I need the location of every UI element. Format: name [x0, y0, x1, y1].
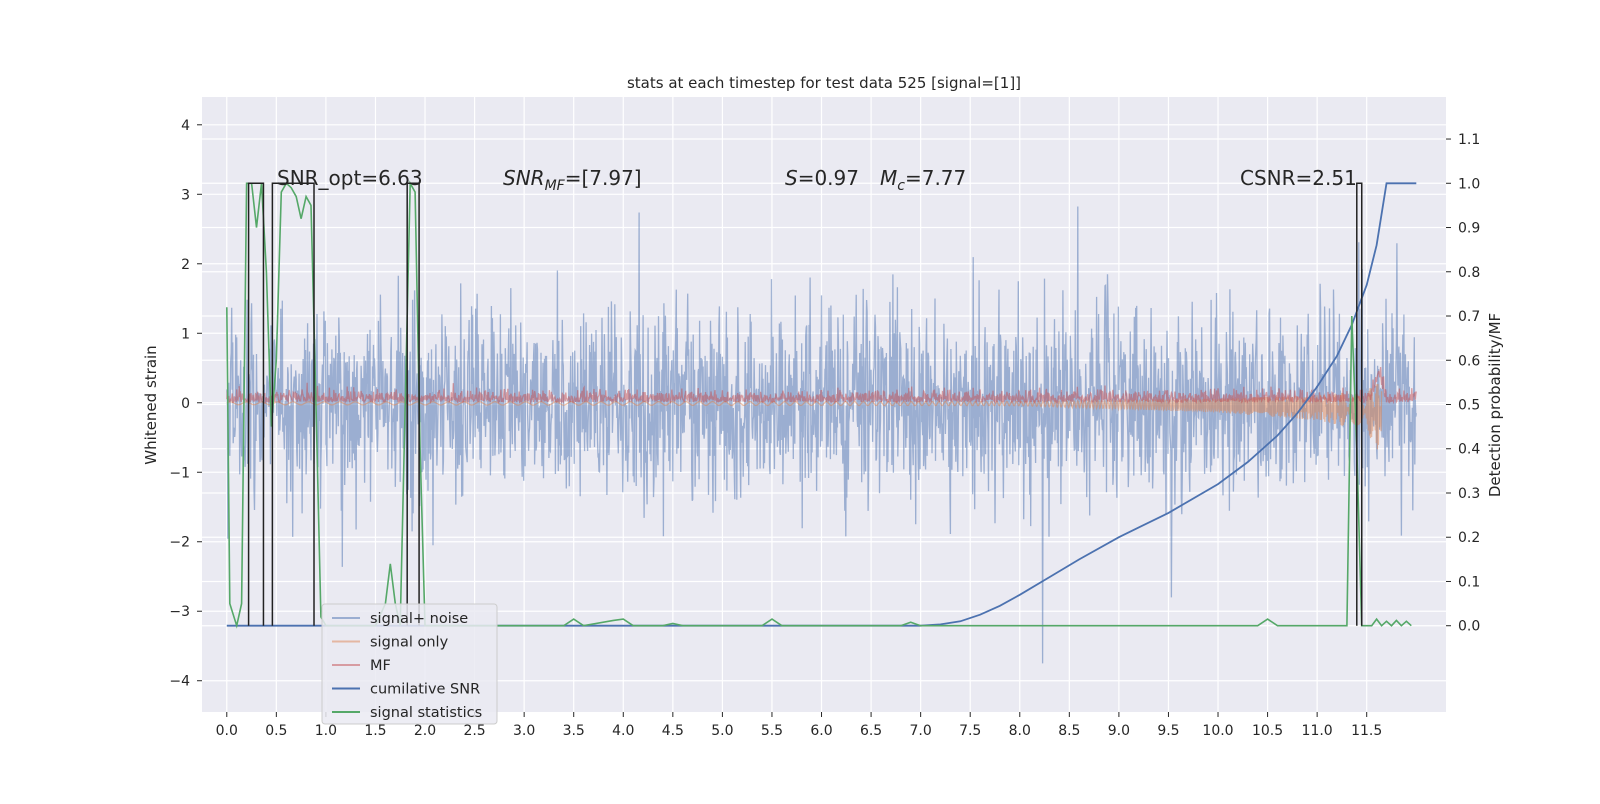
x-tick-label: 10.0 — [1202, 723, 1233, 739]
x-tick-label: 7.0 — [910, 723, 932, 739]
x-tick-label: 2.5 — [463, 723, 485, 739]
legend-label: signal only — [370, 635, 449, 651]
x-tick-label: 8.0 — [1009, 723, 1031, 739]
x-tick-label: 3.5 — [563, 723, 585, 739]
annotation-snr-mf-main: SNR — [503, 166, 545, 190]
x-tick-label: 4.0 — [612, 723, 634, 739]
y-tick-label-left: −1 — [169, 465, 190, 481]
y-tick-label-left: 2 — [181, 257, 190, 273]
detection-marker — [247, 182, 265, 626]
x-tick-label: 9.5 — [1157, 723, 1179, 739]
y-tick-label-right: 1.0 — [1458, 176, 1480, 192]
series-mf — [226, 366, 1417, 405]
axis-layer: 0.0 0.5 1.0 1.5 2.0 2.5 3.0 3.5 4.0 4.5 5.0 5.5 6.0 6… — [169, 118, 1480, 739]
y-tick-label-right: 0.0 — [1458, 619, 1480, 635]
annotation-s-value: =0.97 — [798, 166, 859, 190]
y-tick-label-right: 1.1 — [1458, 132, 1480, 148]
chart-title: stats at each timestep for test data 525… — [627, 74, 1021, 92]
legend-box — [321, 603, 498, 725]
annotation-mc-value: =7.77 — [905, 166, 966, 190]
annotation-mc-sub: c — [897, 178, 905, 194]
annotation-s: S=0.97 — [785, 166, 859, 190]
y-tick-label-right: 0.7 — [1458, 309, 1480, 325]
y-tick-label-right: 0.6 — [1458, 353, 1480, 369]
x-tick-label: 0.5 — [265, 723, 287, 739]
x-tick-label: 1.5 — [364, 723, 386, 739]
y-axis-label-left: Whitened strain — [142, 345, 160, 464]
y-tick-label-left: 0 — [181, 396, 190, 412]
x-tick-label: 11.5 — [1351, 723, 1382, 739]
y-tick-label-right: 0.1 — [1458, 574, 1480, 590]
y-tick-label-left: −2 — [169, 535, 190, 551]
marker-layer — [247, 182, 1363, 626]
detection-marker — [1356, 182, 1363, 626]
y-tick-label-right: 0.9 — [1458, 221, 1480, 237]
annotation-snr-mf-value: =[7.97] — [565, 166, 642, 190]
x-tick-label: 7.5 — [959, 723, 981, 739]
x-tick-label: 0.0 — [216, 723, 238, 739]
y-tick-label-left: 4 — [181, 118, 190, 134]
detection-marker — [406, 182, 420, 626]
x-tick-label: 9.0 — [1108, 723, 1130, 739]
x-tick-label: 5.0 — [711, 723, 733, 739]
x-tick-label: 10.5 — [1252, 723, 1283, 739]
x-tick-label: 6.5 — [860, 723, 882, 739]
y-tick-label-left: 3 — [181, 187, 190, 203]
x-tick-label: 6.0 — [810, 723, 832, 739]
y-tick-label-right: 0.3 — [1458, 486, 1480, 502]
annotation-s-symbol: S — [785, 166, 798, 190]
legend-label: signal statistics — [370, 705, 482, 721]
annotation-snr-mf-sub: MF — [545, 178, 566, 194]
annotation-snr-mf: SNRMF=[7.97] — [503, 166, 642, 194]
legend-label: cumilative SNR — [370, 682, 480, 698]
x-tick-label: 1.0 — [315, 723, 337, 739]
y-tick-label-left: 1 — [181, 326, 190, 342]
x-tick-label: 11.0 — [1302, 723, 1333, 739]
y-tick-label-left: −4 — [169, 674, 190, 690]
y-tick-label-right: 0.2 — [1458, 530, 1480, 546]
x-tick-label: 2.0 — [414, 723, 436, 739]
legend-label: signal+ noise — [370, 611, 468, 627]
detection-marker — [271, 182, 315, 626]
y-tick-label-left: −3 — [169, 604, 190, 620]
legend-label: MF — [370, 658, 391, 674]
x-tick-label: 8.5 — [1058, 723, 1080, 739]
legend: signal+ noise signal only MF cumilative SNR… — [321, 603, 498, 725]
x-tick-label: 5.5 — [761, 723, 783, 739]
x-tick-label: 3.0 — [513, 723, 535, 739]
annotation-csnr: CSNR=2.51 — [1240, 166, 1357, 190]
y-axis-label-right: Detection probability/MF — [1486, 313, 1504, 497]
annotation-mc-main: M — [880, 166, 897, 190]
annotation-mc: Mc=7.77 — [880, 166, 966, 194]
y-tick-label-right: 0.8 — [1458, 265, 1480, 281]
y-tick-label-right: 0.5 — [1458, 398, 1480, 414]
series-signal-noise — [226, 206, 1417, 664]
x-tick-label: 4.5 — [662, 723, 684, 739]
legend-items: signal+ noise signal only MF cumilative SNR… — [332, 611, 482, 721]
annotation-snr-opt: SNR_opt=6.63 — [277, 166, 423, 190]
y-tick-label-right: 0.4 — [1458, 442, 1480, 458]
